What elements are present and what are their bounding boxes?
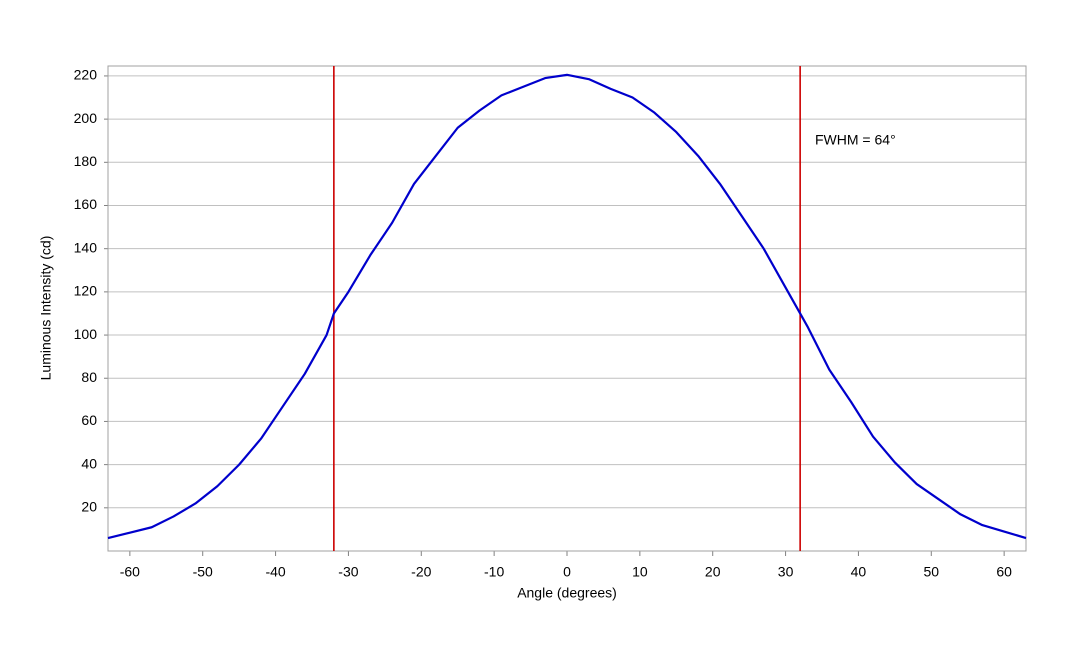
y-tick-label: 160 bbox=[74, 196, 98, 212]
y-tick-label: 200 bbox=[74, 110, 98, 126]
x-tick-label: -60 bbox=[120, 564, 140, 580]
x-tick-label: 30 bbox=[778, 564, 794, 580]
x-tick-label: 50 bbox=[923, 564, 939, 580]
plot-frame bbox=[107, 65, 1027, 552]
y-tick-label: 120 bbox=[74, 283, 98, 299]
y-tick-label: 180 bbox=[74, 153, 98, 169]
y-tick-label: 140 bbox=[74, 239, 98, 255]
y-tick-label: 80 bbox=[81, 369, 97, 385]
x-tick-label: -50 bbox=[193, 564, 213, 580]
x-tick-label: -10 bbox=[484, 564, 504, 580]
x-axis-label: Angle (degrees) bbox=[517, 585, 617, 601]
x-tick-label: 40 bbox=[851, 564, 867, 580]
x-tick-label: 20 bbox=[705, 564, 721, 580]
x-tick-label: -40 bbox=[265, 564, 285, 580]
y-tick-label: 220 bbox=[74, 67, 98, 83]
y-tick-label: 100 bbox=[74, 326, 98, 342]
x-tick-label: -20 bbox=[411, 564, 431, 580]
annotation: FWHM = 64° bbox=[815, 132, 896, 148]
x-tick-label: 10 bbox=[632, 564, 648, 580]
y-tick-label: 20 bbox=[81, 499, 97, 515]
y-tick-label: 40 bbox=[81, 455, 97, 471]
x-tick-label: 0 bbox=[563, 564, 571, 580]
x-tick-label: -30 bbox=[338, 564, 358, 580]
x-tick-label: 60 bbox=[996, 564, 1012, 580]
data-line bbox=[107, 73, 1027, 540]
y-axis-label: Luminous Intensity (cd) bbox=[38, 236, 54, 381]
y-tick-label: 60 bbox=[81, 412, 97, 428]
